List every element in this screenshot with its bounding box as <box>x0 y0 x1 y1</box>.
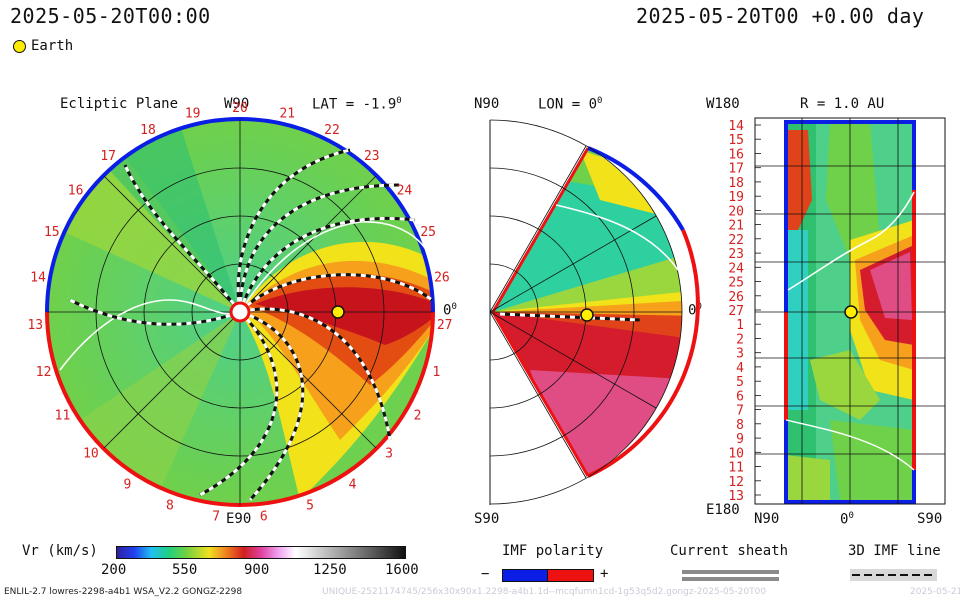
ecliptic-tick-label: 23 <box>364 149 380 164</box>
ecliptic-tick-label: 3 <box>385 447 393 462</box>
ecliptic-tick-label: 16 <box>68 184 84 199</box>
imf-line-title: 3D IMF line <box>848 543 941 559</box>
radial-y-tick-label: 18 <box>728 176 744 191</box>
earth-marker-ecliptic <box>331 305 345 319</box>
ecliptic-tick-label: 7 <box>212 510 220 525</box>
ecliptic-tick-label: 21 <box>279 107 295 122</box>
ecliptic-tick-label: 2 <box>414 409 422 424</box>
ecliptic-tick-label: 20 <box>232 101 248 116</box>
radial-x-label-n90: N90 <box>754 511 780 527</box>
radial-x-label-s90: S90 <box>917 511 943 527</box>
radial-y-tick-label: 13 <box>728 489 744 504</box>
ecliptic-tick-label: 14 <box>30 270 46 285</box>
colorbar-tick-200: 200 <box>101 562 127 578</box>
radial-y-tick-label: 16 <box>728 148 744 163</box>
ecliptic-top-label: W90 <box>224 96 250 112</box>
radial-y-tick-label: 11 <box>728 461 744 476</box>
radial-y-tick-label: 23 <box>728 247 744 262</box>
colorbar <box>116 546 406 559</box>
ecliptic-tick-label: 24 <box>397 184 413 199</box>
ecliptic-tick-label: 5 <box>306 499 314 514</box>
meridional-lon-label: LON = 00 <box>538 96 603 113</box>
timestamp-left: 2025-05-20T00:00 <box>10 4 211 28</box>
current-sheath-line-2 <box>682 577 779 581</box>
ecliptic-tick-label: 10 <box>83 447 99 462</box>
timestamp-right: 2025-05-20T00 +0.00 day <box>636 4 925 28</box>
ecliptic-tick-label: 17 <box>100 149 116 164</box>
colorbar-tick-1250: 1250 <box>313 562 347 578</box>
ecliptic-right-label: 00 <box>443 302 457 319</box>
imf-line-swatch <box>850 569 937 581</box>
radial-y-tick-label: 21 <box>728 219 744 234</box>
radial-y-tick-label: 17 <box>728 162 744 177</box>
radial-y-tick-label: 4 <box>736 361 744 376</box>
radial-y-tick-label: 7 <box>736 404 744 419</box>
colorbar-label: Vr (km/s) <box>22 543 98 559</box>
ecliptic-tick-label: 26 <box>434 270 450 285</box>
earth-marker-meridional <box>580 308 594 322</box>
meridional-bottom-label: S90 <box>474 511 500 527</box>
earth-legend-marker <box>13 40 26 53</box>
ecliptic-tick-label: 11 <box>55 409 71 424</box>
radial-y-tick-label: 10 <box>728 446 744 461</box>
ecliptic-tick-label: 13 <box>27 318 43 333</box>
earth-legend-label: Earth <box>31 38 74 54</box>
imf-polarity-title: IMF polarity <box>502 543 604 559</box>
radial-x-label-0: 00 <box>840 511 854 528</box>
radial-y-tick-label: 26 <box>728 290 744 305</box>
ecliptic-title: Ecliptic Plane <box>60 96 179 112</box>
radial-y-tick-label: 19 <box>728 190 744 205</box>
imf-polarity-positive-swatch <box>547 569 594 582</box>
radial-y-tick-label: 22 <box>728 233 744 248</box>
ecliptic-tick-label: 19 <box>185 107 201 122</box>
imf-polarity-plus: + <box>600 566 609 582</box>
radial-y-tick-label: 2 <box>736 333 744 348</box>
footer-model-info: ENLIL-2.7 lowres-2298-a4b1 WSA_V2.2 GONG… <box>4 587 243 597</box>
footer-run-date: 2025-05-21 <box>910 587 960 597</box>
ecliptic-tick-label: 6 <box>260 510 268 525</box>
ecliptic-tick-label: 22 <box>324 123 340 138</box>
radial-bottom-left-label: E180 <box>706 502 740 518</box>
radial-y-tick-label: 14 <box>728 119 744 134</box>
radial-r-label: R = 1.0 AU <box>800 96 885 112</box>
ecliptic-bottom-label: E90 <box>226 511 252 527</box>
radial-y-tick-label: 15 <box>728 133 744 148</box>
radial-y-tick-label: 3 <box>736 347 744 362</box>
ecliptic-tick-label: 12 <box>36 365 52 380</box>
ecliptic-tick-label: 15 <box>44 225 60 240</box>
radial-top-left-label: W180 <box>706 96 740 112</box>
sun-marker <box>229 301 251 323</box>
radial-y-tick-label: 24 <box>728 261 744 276</box>
radial-y-tick-label: 20 <box>728 204 744 219</box>
radial-y-tick-label: 12 <box>728 475 744 490</box>
radial-y-tick-label: 8 <box>736 418 744 433</box>
radial-y-tick-label: 6 <box>736 389 744 404</box>
radial-y-tick-label: 1 <box>736 318 744 333</box>
ecliptic-tick-label: 9 <box>123 477 131 492</box>
ecliptic-lat-label: LAT = -1.90 <box>312 96 402 113</box>
current-sheath-line-1 <box>682 570 779 574</box>
radial-y-tick-label: 9 <box>736 432 744 447</box>
meridional-top-left-label: N90 <box>474 96 500 112</box>
footer-run-id: UNIQUE-2521174745/256x30x90x1.2298-a4b1.… <box>322 587 767 597</box>
ecliptic-tick-label: 27 <box>437 318 453 333</box>
colorbar-tick-900: 900 <box>244 562 270 578</box>
radial-y-tick-label: 25 <box>728 276 744 291</box>
earth-marker-radial <box>844 305 858 319</box>
ecliptic-tick-label: 8 <box>166 499 174 514</box>
ecliptic-tick-label: 18 <box>140 123 156 138</box>
radial-y-tick-label: 27 <box>728 304 744 319</box>
imf-polarity-minus: − <box>481 566 490 582</box>
colorbar-tick-1600: 1600 <box>385 562 419 578</box>
ecliptic-tick-label: 1 <box>432 365 440 380</box>
ecliptic-tick-label: 4 <box>349 477 357 492</box>
radial-y-tick-label: 5 <box>736 375 744 390</box>
imf-polarity-negative-swatch <box>502 569 549 582</box>
colorbar-tick-550: 550 <box>172 562 198 578</box>
ecliptic-tick-label: 25 <box>420 225 436 240</box>
current-sheath-title: Current sheath <box>670 543 789 559</box>
